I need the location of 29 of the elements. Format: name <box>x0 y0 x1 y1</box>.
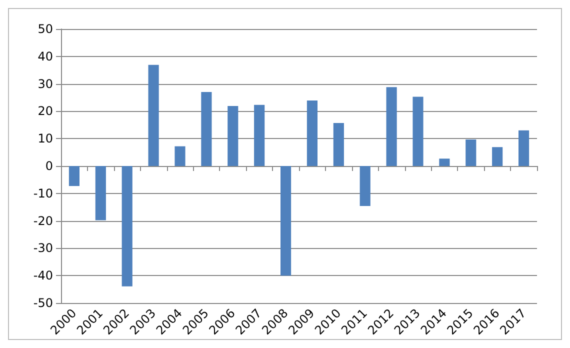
y-tick-label: 10 <box>38 132 53 146</box>
bar <box>386 87 397 166</box>
bar <box>122 166 132 286</box>
y-tick-label: -50 <box>33 296 53 310</box>
y-tick-label: -30 <box>33 241 53 256</box>
bar <box>492 147 503 166</box>
bar <box>518 130 530 166</box>
bar <box>95 166 106 220</box>
bar <box>466 139 476 166</box>
bar <box>360 166 370 206</box>
bar <box>439 158 450 166</box>
bar <box>254 104 265 166</box>
y-tick-label: -40 <box>33 268 53 283</box>
bar <box>306 100 318 166</box>
y-tick-label: 0 <box>45 159 53 174</box>
y-tick-label: 20 <box>38 104 53 118</box>
bar <box>280 166 292 276</box>
y-tick-label: 40 <box>38 49 53 64</box>
y-tick-label: 50 <box>38 22 53 36</box>
bar <box>228 106 238 166</box>
y-tick-label: -10 <box>33 186 53 200</box>
y-tick-label: -20 <box>33 214 53 228</box>
bar <box>68 166 80 186</box>
bar <box>412 96 424 166</box>
bar <box>174 146 186 166</box>
bar <box>148 64 159 166</box>
y-tick-label: 30 <box>38 76 53 91</box>
bar <box>201 92 212 166</box>
bar <box>333 122 344 166</box>
